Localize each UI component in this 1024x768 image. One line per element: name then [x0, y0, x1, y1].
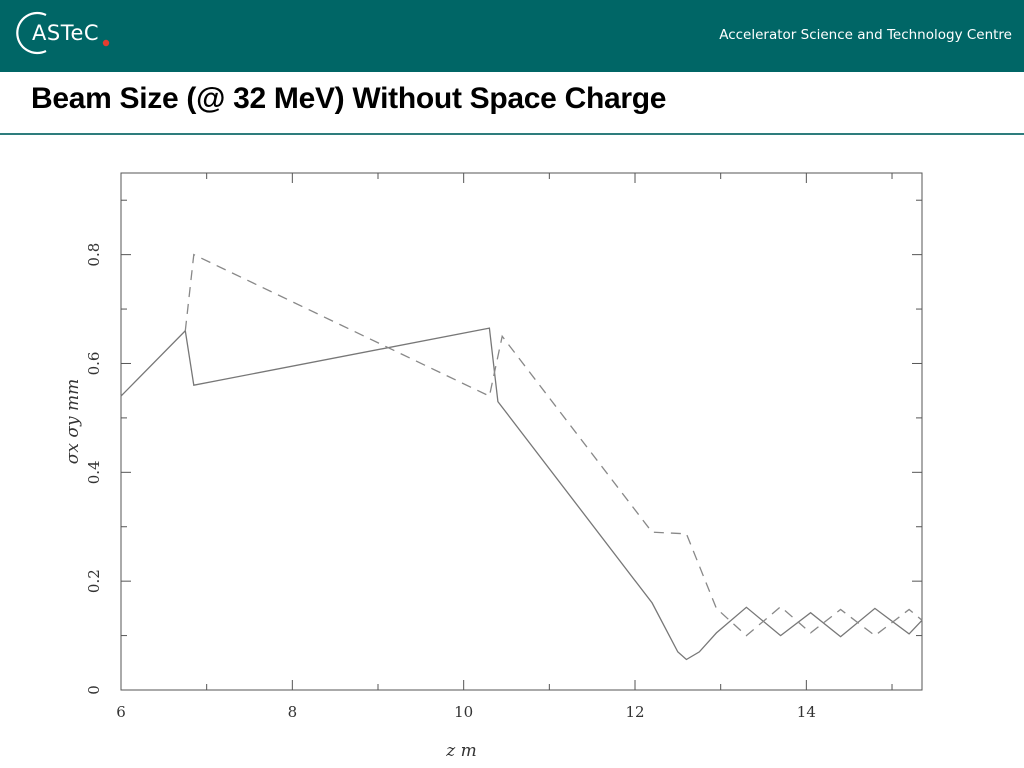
plot-frame	[120, 172, 923, 691]
y-axis-label: σx σy mm	[63, 379, 83, 464]
logo-text: ASTeC	[32, 21, 100, 45]
series-sigma-dashed-line	[184, 253, 923, 637]
x-tick-label: 14	[797, 703, 816, 721]
y-tick-label: 0.8	[85, 243, 103, 267]
logo-dot-icon	[102, 39, 110, 47]
org-name: Accelerator Science and Technology Centr…	[719, 27, 1012, 43]
y-tick-label: 0.6	[85, 352, 103, 376]
x-tick-label: 6	[116, 703, 126, 721]
logo-swoosh-icon	[16, 11, 110, 55]
x-tick-label: 8	[288, 703, 298, 721]
page-title: Beam Size (@ 32 MeV) Without Space Charg…	[31, 82, 667, 115]
x-axis-label: z m	[445, 741, 476, 761]
series-sigma-solid-line	[120, 327, 923, 661]
x-tick-label: 10	[454, 703, 473, 721]
y-tick-label: 0	[85, 685, 103, 695]
header-bar: ASTeC Accelerator Science and Technology…	[0, 0, 1024, 72]
y-tick-label: 0.2	[85, 569, 103, 593]
x-tick-label: 12	[625, 703, 644, 721]
y-tick-label: 0.4	[85, 460, 103, 484]
title-divider	[0, 133, 1024, 135]
astec-logo: ASTeC	[16, 11, 116, 57]
